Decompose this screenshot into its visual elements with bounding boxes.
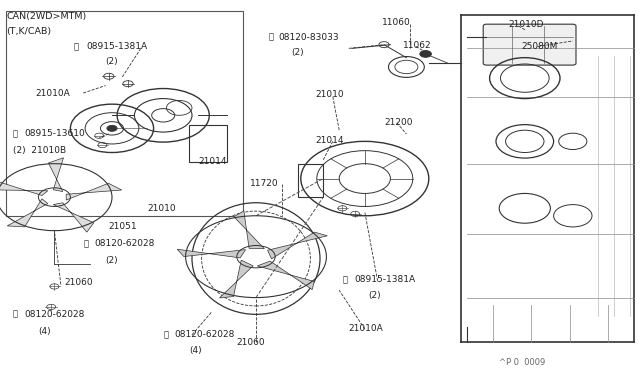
Text: 21010A: 21010A bbox=[349, 324, 383, 333]
Polygon shape bbox=[53, 203, 94, 232]
Text: (2): (2) bbox=[291, 48, 304, 57]
Text: Ⓥ: Ⓥ bbox=[342, 275, 348, 284]
Text: 25080M: 25080M bbox=[522, 42, 558, 51]
Text: Ⓑ: Ⓑ bbox=[13, 310, 18, 319]
Text: (4): (4) bbox=[38, 327, 51, 336]
Text: 08120-62028: 08120-62028 bbox=[24, 310, 84, 319]
Text: 21014: 21014 bbox=[198, 157, 227, 166]
Text: Ⓑ: Ⓑ bbox=[83, 239, 88, 248]
Text: 21060: 21060 bbox=[64, 278, 93, 287]
Text: ^P 0  0009: ^P 0 0009 bbox=[499, 358, 545, 367]
Text: 08120-83033: 08120-83033 bbox=[278, 33, 339, 42]
Polygon shape bbox=[177, 249, 246, 258]
Polygon shape bbox=[220, 260, 253, 298]
Polygon shape bbox=[0, 180, 48, 195]
Text: (2): (2) bbox=[106, 256, 118, 265]
Text: 21060: 21060 bbox=[237, 338, 266, 347]
Text: (T,K/CAB): (T,K/CAB) bbox=[6, 27, 52, 36]
Text: 21200: 21200 bbox=[384, 118, 413, 126]
Polygon shape bbox=[49, 158, 63, 192]
Text: 08915-1381A: 08915-1381A bbox=[86, 42, 148, 51]
Polygon shape bbox=[66, 183, 122, 200]
Polygon shape bbox=[268, 232, 327, 259]
Text: Ⓥ: Ⓥ bbox=[74, 42, 79, 51]
Polygon shape bbox=[257, 261, 314, 290]
Text: Ⓥ: Ⓥ bbox=[13, 129, 18, 138]
Text: 08120-62028: 08120-62028 bbox=[95, 239, 155, 248]
Text: 21010D: 21010D bbox=[509, 20, 544, 29]
Text: 11062: 11062 bbox=[403, 41, 432, 50]
Text: 21010: 21010 bbox=[315, 90, 344, 99]
Text: (2): (2) bbox=[106, 57, 118, 66]
Text: 21010A: 21010A bbox=[35, 89, 70, 97]
FancyBboxPatch shape bbox=[483, 24, 576, 65]
Text: 08120-62028: 08120-62028 bbox=[174, 330, 234, 339]
Text: (2)  21010B: (2) 21010B bbox=[13, 146, 66, 155]
Circle shape bbox=[420, 51, 431, 57]
Text: 08915-1381A: 08915-1381A bbox=[354, 275, 415, 284]
Text: (4): (4) bbox=[189, 346, 202, 355]
FancyBboxPatch shape bbox=[298, 164, 323, 197]
Text: 11720: 11720 bbox=[250, 179, 278, 187]
Circle shape bbox=[107, 125, 117, 131]
Text: CAN(2WD>MTM): CAN(2WD>MTM) bbox=[6, 12, 86, 21]
Text: Ⓑ: Ⓑ bbox=[163, 330, 168, 339]
FancyBboxPatch shape bbox=[189, 125, 227, 162]
Polygon shape bbox=[234, 211, 264, 249]
Text: 21014: 21014 bbox=[315, 136, 344, 145]
Polygon shape bbox=[7, 199, 48, 227]
Text: 21051: 21051 bbox=[109, 222, 138, 231]
Text: 21010: 21010 bbox=[147, 204, 176, 213]
Text: 11060: 11060 bbox=[382, 18, 411, 27]
Text: 08915-13610: 08915-13610 bbox=[24, 129, 85, 138]
Text: (2): (2) bbox=[368, 291, 381, 300]
Text: Ⓑ: Ⓑ bbox=[269, 33, 274, 42]
